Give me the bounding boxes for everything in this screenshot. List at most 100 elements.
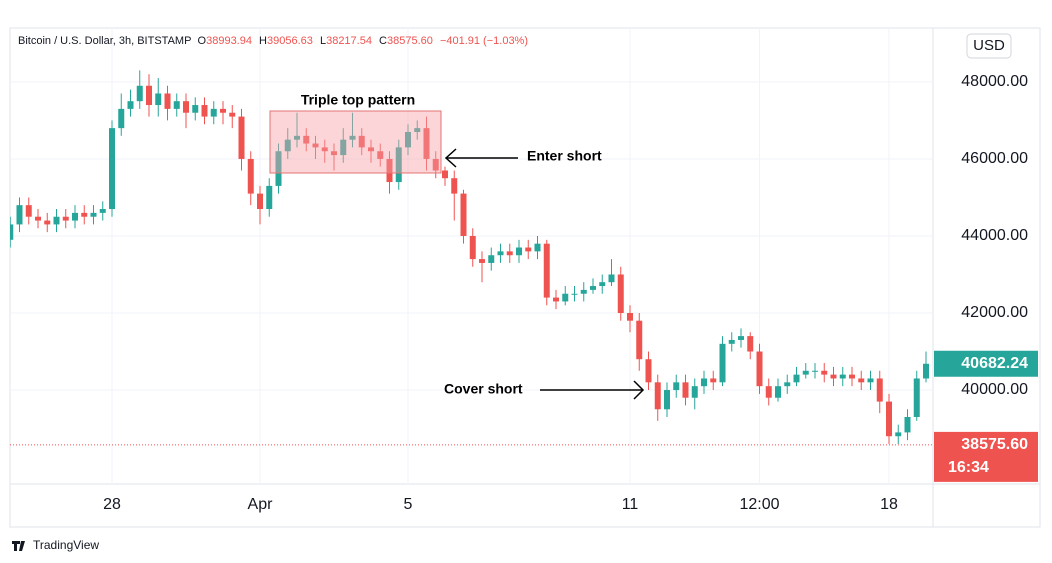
candle-body — [349, 135, 356, 140]
y-tick-label: 40000.00 — [961, 381, 1028, 398]
price-tag — [934, 431, 1038, 482]
candle-body — [414, 128, 421, 132]
candle-body — [164, 93, 171, 109]
y-tick-label: 48000.00 — [961, 73, 1028, 90]
candle-body — [599, 282, 606, 287]
symbol: Bitcoin / U.S. Dollar, 3h, BITSTAMP — [18, 35, 192, 47]
arrow-head — [444, 148, 457, 168]
candle-body — [275, 151, 282, 186]
ohlc-label: L — [319, 35, 327, 47]
candle-body — [72, 212, 78, 221]
candle-body — [636, 320, 643, 360]
candle-body — [627, 313, 633, 321]
candle-body — [923, 363, 929, 379]
candle-body — [553, 297, 559, 302]
candle-body — [580, 289, 587, 294]
annotation: Triple top pattern — [301, 92, 415, 108]
candle-body — [25, 205, 32, 217]
candle-body — [266, 185, 273, 210]
candle-body — [109, 128, 115, 210]
candle-body — [784, 382, 791, 387]
arrow-head — [633, 380, 645, 400]
candle-body — [608, 274, 615, 283]
last-price-label: 40682.24 — [961, 355, 1028, 372]
candle-body — [775, 386, 781, 398]
candle-body — [682, 382, 689, 398]
last-price-tag — [934, 350, 1038, 377]
candle-body — [701, 378, 707, 387]
candle-body — [81, 212, 88, 217]
candle-body — [673, 382, 680, 391]
change: −401.91 (−1.03%) — [439, 35, 529, 47]
ohlc-value: 39056.63 — [267, 35, 313, 47]
candle-body — [284, 139, 291, 152]
candle-body — [460, 193, 467, 236]
ohlc-label: O — [197, 35, 207, 47]
candle-body — [497, 251, 504, 256]
candle-body — [358, 135, 365, 148]
candle-body — [146, 85, 152, 106]
candle-body — [62, 216, 69, 221]
candle-body — [35, 216, 41, 221]
candle-body — [340, 139, 347, 156]
currency-button[interactable] — [966, 33, 1012, 59]
candle-body — [839, 374, 846, 379]
footer: TradingView — [33, 538, 99, 552]
candle-body — [895, 432, 902, 437]
candle-body — [534, 243, 541, 252]
candle-body — [830, 374, 837, 379]
candle-body — [173, 101, 180, 109]
candle-body — [331, 151, 337, 156]
candle-body — [719, 343, 726, 383]
candle-body — [867, 378, 874, 383]
candle-body — [506, 251, 513, 256]
candle-body — [765, 386, 772, 398]
candle-body — [210, 108, 217, 117]
candle-body — [488, 255, 495, 263]
candle-body — [479, 259, 485, 263]
header: Bitcoin / U.S. Dollar, 3h, BITSTAMP O389… — [18, 35, 532, 47]
currency[interactable]: USD — [973, 37, 1005, 54]
candle-body — [386, 158, 393, 183]
candle-body — [118, 108, 125, 129]
candle-body — [802, 370, 809, 375]
candle-body — [192, 105, 199, 113]
candle-body — [664, 390, 670, 410]
ohlc-label: C — [379, 35, 387, 47]
candle-body — [710, 378, 717, 383]
candle-body — [886, 401, 892, 437]
candle-body — [876, 378, 883, 402]
candle-body — [16, 205, 23, 225]
candle-body — [442, 170, 448, 179]
candle-body — [691, 386, 698, 398]
candle-body — [562, 293, 569, 302]
countdown: 16:34 — [948, 459, 989, 476]
candle-body — [294, 135, 300, 140]
candle-body — [590, 286, 596, 290]
y-tick-label: 42000.00 — [961, 304, 1028, 321]
frame — [9, 27, 1041, 528]
ohlc-label: H — [259, 35, 267, 47]
candle-body — [44, 220, 51, 225]
candle-body — [654, 382, 661, 410]
candle-body — [432, 158, 439, 171]
pattern-box — [269, 110, 442, 174]
candle-body — [617, 274, 624, 313]
candle-body — [247, 158, 254, 194]
candle-body — [10, 224, 14, 240]
candle-body — [571, 293, 578, 295]
logo — [12, 541, 25, 551]
candle-body — [747, 336, 754, 352]
x-tick-label: Apr — [248, 496, 274, 513]
x-tick-label: 18 — [880, 496, 898, 513]
candle-body — [155, 93, 162, 106]
annotation: Enter short — [527, 148, 602, 164]
candle-body — [312, 143, 319, 148]
ohlc-value: 38575.60 — [386, 35, 433, 47]
candle-body — [849, 374, 855, 379]
candle-body — [469, 235, 476, 260]
x-tick-label: 11 — [622, 496, 639, 513]
candle-body — [183, 101, 189, 113]
candle-body — [395, 147, 402, 183]
